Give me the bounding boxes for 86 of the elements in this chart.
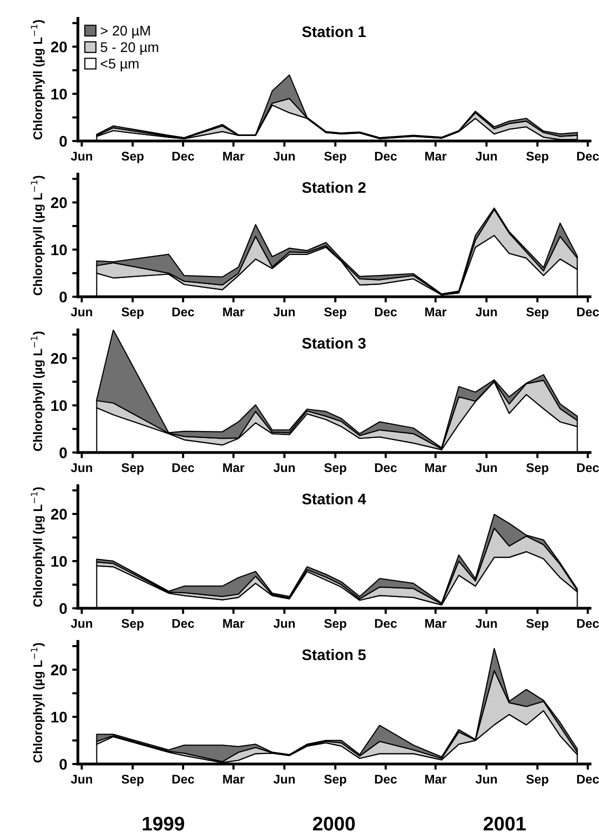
legend-label: > 20 µM: [100, 26, 150, 38]
x-tick-label: Jun: [273, 308, 295, 316]
x-tick-label: Dec: [172, 308, 194, 316]
x-tick-label: Jun: [70, 463, 92, 472]
x-tick-label: Mar: [425, 463, 446, 472]
x-tick-label: Mar: [223, 463, 244, 472]
text: 2000: [312, 816, 355, 831]
x-tick-label: Sep: [526, 463, 548, 475]
chart-title: Station 1: [302, 26, 366, 38]
x-tick-label: Sep: [122, 619, 144, 630]
x-tick-label: Sep: [526, 152, 548, 164]
y-tick-label: 10: [51, 88, 67, 100]
y-tick-label: 20: [50, 197, 67, 208]
x-tick-label: Mar: [425, 619, 446, 628]
x-tick-label: Mar: [425, 774, 446, 784]
legend-label: <5 µm: [100, 58, 138, 72]
x-tick-label: Jun: [273, 152, 295, 161]
x-tick-label: Jun: [476, 152, 497, 161]
chart-title: Station 4: [302, 493, 366, 504]
x-tick-label: Dec: [375, 308, 397, 316]
y-tick-label: 10: [51, 556, 67, 567]
x-tick-label: Jun: [70, 774, 92, 784]
y-tick-label: 10: [51, 400, 67, 412]
chart-title: Station 2: [302, 182, 366, 193]
y-tick-label: 0: [60, 603, 67, 614]
y-axis-title: Chlorophyll (µg L$^{−1}$): [30, 176, 45, 296]
x-tick-label: Jun: [70, 152, 92, 161]
y-tick-label: 0: [60, 758, 67, 770]
x-tick-label: Dec: [172, 774, 194, 784]
y-tick-label: 20: [50, 508, 67, 520]
x-tick-label: Mar: [425, 308, 446, 316]
x-tick-label: Sep: [324, 774, 346, 786]
y-tick-label: 0: [60, 136, 67, 147]
chart-title: Station 5: [302, 648, 366, 660]
x-tick-label: Jun: [476, 463, 497, 472]
x-tick-label: Jun: [273, 619, 295, 628]
y-tick-label: 20: [50, 42, 67, 52]
x-tick-label: Sep: [122, 463, 144, 475]
legend-label: 5 - 20 µm: [100, 42, 158, 55]
text: 2001: [484, 816, 526, 831]
x-tick-label: Sep: [122, 152, 144, 164]
y-tick-label: 20: [50, 664, 67, 676]
x-tick-label: Mar: [223, 152, 244, 161]
x-tick-label: Dec: [172, 152, 194, 161]
y-axis-title: Chlorophyll (µg L$^{−1}$): [30, 487, 45, 607]
x-tick-label: Dec: [577, 774, 599, 784]
y-tick-label: 20: [50, 353, 67, 364]
x-tick-label: Jun: [476, 619, 497, 628]
x-tick-label: Dec: [172, 619, 194, 628]
x-tick-label: Sep: [324, 463, 346, 475]
x-tick-label: Jun: [476, 308, 497, 316]
y-tick-label: 10: [51, 244, 67, 256]
x-tick-label: Dec: [375, 619, 397, 628]
x-tick-label: Jun: [273, 463, 295, 472]
x-tick-label: Dec: [577, 308, 599, 316]
y-tick-label: 0: [60, 292, 67, 302]
chart-title: Station 3: [302, 337, 366, 349]
x-tick-label: Sep: [526, 308, 548, 319]
x-tick-label: Sep: [122, 308, 144, 319]
x-tick-label: Sep: [324, 152, 346, 164]
y-tick-label: 10: [51, 712, 67, 723]
x-tick-label: Sep: [324, 308, 346, 319]
x-tick-label: Sep: [122, 774, 144, 786]
x-tick-label: Mar: [223, 308, 244, 316]
x-tick-label: Mar: [223, 774, 244, 784]
x-tick-label: Jun: [70, 619, 92, 628]
x-tick-label: Jun: [273, 774, 295, 784]
text: 1999: [142, 816, 184, 831]
y-axis-title: Chlorophyll (µg L$^{−1}$): [30, 332, 45, 451]
x-tick-label: Dec: [577, 152, 599, 161]
y-tick-label: 0: [60, 447, 67, 458]
x-tick-label: Dec: [375, 152, 397, 161]
y-axis-title: Chlorophyll (µg L$^{−1}$): [30, 643, 45, 763]
x-tick-label: Dec: [172, 463, 194, 472]
x-tick-label: Dec: [375, 774, 397, 784]
x-tick-label: Sep: [526, 774, 548, 786]
x-tick-label: Dec: [577, 463, 599, 472]
x-tick-label: Dec: [375, 463, 397, 472]
x-tick-label: Mar: [425, 152, 446, 161]
x-tick-label: Dec: [577, 619, 599, 628]
x-tick-label: Mar: [223, 619, 244, 628]
x-tick-label: Jun: [70, 308, 92, 316]
x-tick-label: Sep: [324, 619, 346, 630]
x-tick-label: Jun: [476, 774, 497, 784]
y-axis-title: Chlorophyll (µg L$^{−1}$): [30, 20, 45, 140]
x-tick-label: Sep: [526, 619, 548, 630]
